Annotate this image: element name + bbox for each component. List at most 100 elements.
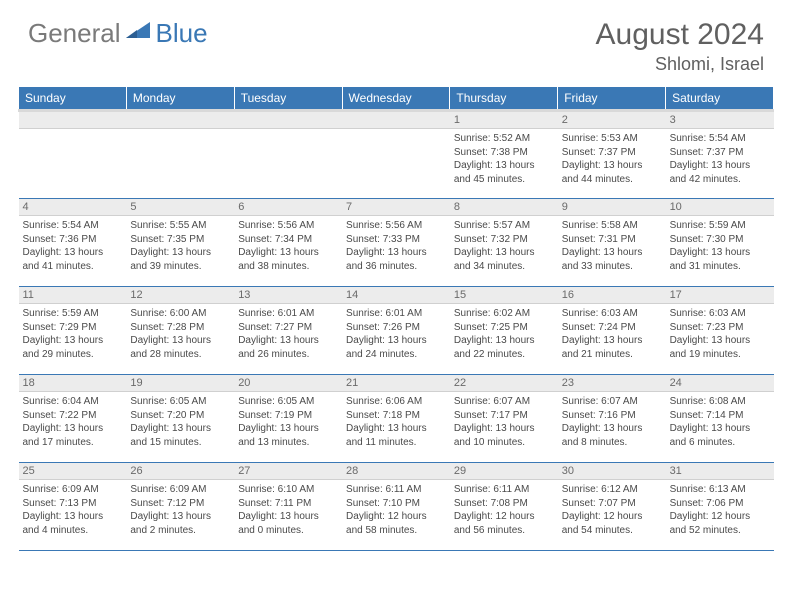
calendar-day-cell: 29Sunrise: 6:11 AMSunset: 7:08 PMDayligh… — [450, 463, 558, 551]
day-number — [342, 112, 450, 129]
calendar-day-cell: 3Sunrise: 5:54 AMSunset: 7:37 PMDaylight… — [666, 111, 774, 199]
day-header: Friday — [558, 87, 666, 111]
day-number: 8 — [450, 199, 558, 216]
header: General Blue August 2024 Shlomi, Israel — [0, 0, 792, 81]
calendar-day-cell — [19, 111, 127, 199]
day-body: Sunrise: 5:56 AMSunset: 7:34 PMDaylight:… — [234, 219, 342, 273]
sunset-line: Sunset: 7:19 PM — [238, 409, 338, 423]
sunrise-line: Sunrise: 5:59 AM — [670, 219, 770, 233]
calendar-week-row: 25Sunrise: 6:09 AMSunset: 7:13 PMDayligh… — [19, 463, 774, 551]
sunset-line: Sunset: 7:18 PM — [346, 409, 446, 423]
day-body: Sunrise: 5:54 AMSunset: 7:36 PMDaylight:… — [19, 219, 127, 273]
daylight-line: Daylight: 13 hours and 11 minutes. — [346, 422, 446, 449]
daylight-line: Daylight: 13 hours and 22 minutes. — [454, 334, 554, 361]
day-number: 30 — [558, 463, 666, 480]
day-number: 20 — [234, 375, 342, 392]
day-body: Sunrise: 6:07 AMSunset: 7:16 PMDaylight:… — [558, 395, 666, 449]
sunset-line: Sunset: 7:11 PM — [238, 497, 338, 511]
sunset-line: Sunset: 7:07 PM — [562, 497, 662, 511]
daylight-line: Daylight: 13 hours and 29 minutes. — [23, 334, 123, 361]
daylight-line: Daylight: 13 hours and 4 minutes. — [23, 510, 123, 537]
sunset-line: Sunset: 7:23 PM — [670, 321, 770, 335]
sunset-line: Sunset: 7:38 PM — [454, 146, 554, 160]
daylight-line: Daylight: 13 hours and 8 minutes. — [562, 422, 662, 449]
calendar-day-cell: 19 Sunrise: 6:05 AMSunset: 7:20 PMDayligh… — [126, 375, 234, 463]
sunrise-line: Sunrise: 6:01 AM — [238, 307, 338, 321]
title-block: August 2024 Shlomi, Israel — [596, 18, 764, 75]
calendar-day-cell: 25Sunrise: 6:09 AMSunset: 7:13 PMDayligh… — [19, 463, 127, 551]
day-number: 28 — [342, 463, 450, 480]
sunrise-line: Sunrise: 5:52 AM — [454, 132, 554, 146]
logo-text-blue: Blue — [156, 18, 208, 49]
calendar-day-cell: 22Sunrise: 6:07 AMSunset: 7:17 PMDayligh… — [450, 375, 558, 463]
day-number: 5 — [126, 199, 234, 216]
sunrise-line: Sunrise: 6:07 AM — [562, 395, 662, 409]
day-number: 19 — [126, 375, 234, 392]
sunrise-line: Sunrise: 6:13 AM — [670, 483, 770, 497]
calendar-day-cell — [342, 111, 450, 199]
daylight-line: Daylight: 13 hours and 26 minutes. — [238, 334, 338, 361]
sunrise-line: Sunrise: 6:11 AM — [346, 483, 446, 497]
calendar-day-cell: 30Sunrise: 6:12 AMSunset: 7:07 PMDayligh… — [558, 463, 666, 551]
day-header: Sunday — [19, 87, 127, 111]
calendar-day-cell: 12 Sunrise: 6:00 AMSunset: 7:28 PMDayligh… — [126, 287, 234, 375]
sunset-line: Sunset: 7:30 PM — [670, 233, 770, 247]
calendar-day-cell: 24Sunrise: 6:08 AMSunset: 7:14 PMDayligh… — [666, 375, 774, 463]
sunrise-line: Sunrise: 5:54 AM — [670, 132, 770, 146]
calendar-day-cell — [234, 111, 342, 199]
daylight-line: Daylight: 13 hours and 28 minutes. — [130, 334, 230, 361]
sunrise-line: Sunrise: 6:09 AM — [130, 483, 230, 497]
day-body: Sunrise: 6:11 AMSunset: 7:10 PMDaylight:… — [342, 483, 450, 537]
sunset-line: Sunset: 7:24 PM — [562, 321, 662, 335]
day-number: 6 — [234, 199, 342, 216]
day-body: Sunrise: 6:03 AMSunset: 7:24 PMDaylight:… — [558, 307, 666, 361]
day-body: Sunrise: 5:52 AMSunset: 7:38 PMDaylight:… — [450, 132, 558, 186]
sunset-line: Sunset: 7:20 PM — [130, 409, 230, 423]
day-body: Sunrise: 5:58 AMSunset: 7:31 PMDaylight:… — [558, 219, 666, 273]
daylight-line: Daylight: 13 hours and 17 minutes. — [23, 422, 123, 449]
calendar-day-cell: 15Sunrise: 6:02 AMSunset: 7:25 PMDayligh… — [450, 287, 558, 375]
daylight-line: Daylight: 13 hours and 21 minutes. — [562, 334, 662, 361]
day-number: 2 — [558, 112, 666, 129]
calendar-day-cell: 11Sunrise: 5:59 AMSunset: 7:29 PMDayligh… — [19, 287, 127, 375]
daylight-line: Daylight: 12 hours and 54 minutes. — [562, 510, 662, 537]
day-header: Monday — [126, 87, 234, 111]
calendar-day-cell: 14 Sunrise: 6:01 AMSunset: 7:26 PMDayligh… — [342, 287, 450, 375]
calendar-day-cell: 13Sunrise: 6:01 AMSunset: 7:27 PMDayligh… — [234, 287, 342, 375]
day-header: Tuesday — [234, 87, 342, 111]
day-number: 10 — [666, 199, 774, 216]
day-body: Sunrise: 6:01 AMSunset: 7:26 PMDaylight:… — [342, 307, 450, 361]
day-number: 12 — [126, 287, 234, 304]
sunset-line: Sunset: 7:36 PM — [23, 233, 123, 247]
day-number: 11 — [19, 287, 127, 304]
daylight-line: Daylight: 13 hours and 10 minutes. — [454, 422, 554, 449]
sunrise-line: Sunrise: 5:57 AM — [454, 219, 554, 233]
day-body: Sunrise: 6:00 AMSunset: 7:28 PMDaylight:… — [126, 307, 234, 361]
day-body: Sunrise: 6:01 AMSunset: 7:27 PMDaylight:… — [234, 307, 342, 361]
day-header: Thursday — [450, 87, 558, 111]
day-number: 14 — [342, 287, 450, 304]
calendar-day-cell: 9Sunrise: 5:58 AMSunset: 7:31 PMDaylight… — [558, 199, 666, 287]
daylight-line: Daylight: 13 hours and 39 minutes. — [130, 246, 230, 273]
calendar-day-cell: 20 Sunrise: 6:05 AMSunset: 7:19 PMDayligh… — [234, 375, 342, 463]
day-body: Sunrise: 6:02 AMSunset: 7:25 PMDaylight:… — [450, 307, 558, 361]
calendar-day-cell: 1Sunrise: 5:52 AMSunset: 7:38 PMDaylight… — [450, 111, 558, 199]
sunrise-line: Sunrise: 6:09 AM — [23, 483, 123, 497]
sunset-line: Sunset: 7:08 PM — [454, 497, 554, 511]
sunrise-line: Sunrise: 5:54 AM — [23, 219, 123, 233]
sunrise-line: Sunrise: 6:03 AM — [562, 307, 662, 321]
day-body: Sunrise: 6:05 AMSunset: 7:20 PMDaylight:… — [126, 395, 234, 449]
sunset-line: Sunset: 7:17 PM — [454, 409, 554, 423]
day-number: 4 — [19, 199, 127, 216]
day-body: Sunrise: 5:55 AMSunset: 7:35 PMDaylight:… — [126, 219, 234, 273]
sunrise-line: Sunrise: 6:02 AM — [454, 307, 554, 321]
daylight-line: Daylight: 13 hours and 13 minutes. — [238, 422, 338, 449]
daylight-line: Daylight: 12 hours and 52 minutes. — [670, 510, 770, 537]
calendar-day-cell: 10Sunrise: 5:59 AMSunset: 7:30 PMDayligh… — [666, 199, 774, 287]
calendar-day-cell: 6 Sunrise: 5:56 AMSunset: 7:34 PMDaylight… — [234, 199, 342, 287]
sunrise-line: Sunrise: 5:56 AM — [346, 219, 446, 233]
daylight-line: Daylight: 13 hours and 19 minutes. — [670, 334, 770, 361]
sunrise-line: Sunrise: 6:05 AM — [238, 395, 338, 409]
day-number — [234, 112, 342, 129]
sunrise-line: Sunrise: 6:00 AM — [130, 307, 230, 321]
